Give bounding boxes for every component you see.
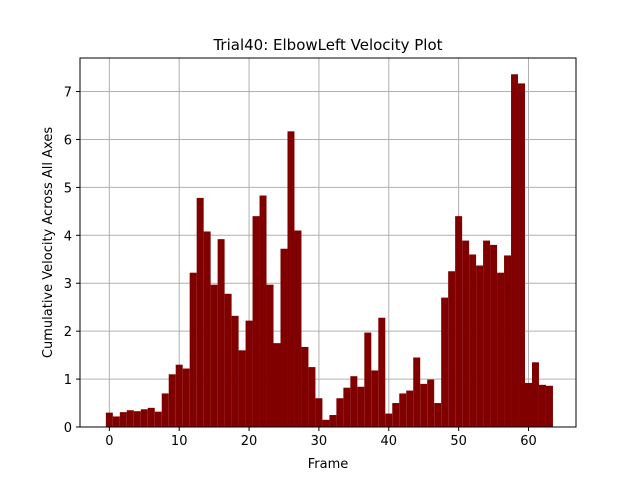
bar-frame-14 xyxy=(203,231,211,427)
y-tick-label-1: 1 xyxy=(64,373,72,388)
bar-frame-49 xyxy=(448,271,456,427)
bar-frame-55 xyxy=(490,244,498,427)
bars-group xyxy=(105,74,553,427)
bar-frame-17 xyxy=(224,293,232,427)
bar-frame-21 xyxy=(252,216,260,427)
plot-frame xyxy=(79,57,577,428)
y-tick-label-4: 4 xyxy=(64,229,72,244)
bar-frame-59 xyxy=(518,83,526,427)
bar-frame-10 xyxy=(175,364,183,427)
bar-frame-30 xyxy=(315,398,323,427)
bar-frame-13 xyxy=(196,197,204,427)
bar-frame-25 xyxy=(280,248,288,427)
bar-frame-15 xyxy=(210,284,218,427)
bar-frame-57 xyxy=(504,255,512,427)
x-axis-ticks: 0 10 20 30 40 50 60 xyxy=(105,427,537,449)
bar-frame-37 xyxy=(364,332,372,427)
bar-frame-4 xyxy=(133,411,141,427)
y-tick-label-0: 0 xyxy=(64,421,72,436)
bar-frame-16 xyxy=(217,239,225,427)
y-axis-ticks: 0 1 2 3 4 5 6 7 xyxy=(64,86,80,436)
bar-frame-38 xyxy=(371,370,379,427)
bar-frame-24 xyxy=(273,343,281,427)
x-tick-label-1: 10 xyxy=(171,434,188,449)
bar-frame-8 xyxy=(161,393,169,427)
bar-frame-46 xyxy=(427,379,435,427)
bar-frame-45 xyxy=(420,383,428,427)
x-tick-label-5: 50 xyxy=(450,434,467,449)
bar-frame-0 xyxy=(105,412,113,427)
bar-frame-32 xyxy=(329,415,337,427)
bar-frame-52 xyxy=(469,254,477,427)
bar-frame-3 xyxy=(126,410,134,427)
bar-frame-53 xyxy=(476,265,484,427)
bar-frame-2 xyxy=(119,412,127,427)
bar-frame-23 xyxy=(266,284,274,427)
bar-frame-58 xyxy=(511,74,519,427)
bar-frame-9 xyxy=(168,374,176,427)
x-tick-label-0: 0 xyxy=(105,434,113,449)
bar-frame-41 xyxy=(392,403,400,427)
bar-frame-12 xyxy=(189,272,197,427)
bar-frame-33 xyxy=(336,398,344,427)
y-tick-label-6: 6 xyxy=(64,133,72,148)
bar-frame-39 xyxy=(378,317,386,427)
bar-frame-22 xyxy=(259,195,267,427)
x-axis-label: Frame xyxy=(308,457,349,472)
chart-title: Trial40: ElbowLeft Velocity Plot xyxy=(212,36,442,54)
y-tick-label-7: 7 xyxy=(64,86,72,101)
bar-frame-47 xyxy=(434,403,442,427)
bar-frame-20 xyxy=(245,320,253,427)
bar-frame-56 xyxy=(497,272,505,427)
bar-frame-36 xyxy=(357,386,365,427)
bar-frame-40 xyxy=(385,413,393,427)
bar-frame-48 xyxy=(441,297,449,427)
bar-frame-7 xyxy=(154,411,162,427)
bar-frame-42 xyxy=(399,393,407,427)
x-tick-label-6: 60 xyxy=(520,434,537,449)
bar-frame-5 xyxy=(140,409,148,427)
bar-frame-31 xyxy=(322,419,330,427)
bar-frame-29 xyxy=(308,367,316,427)
bar-frame-35 xyxy=(350,376,358,427)
y-axis-label: Cumulative Velocity Across All Axes xyxy=(41,127,56,358)
y-tick-label-5: 5 xyxy=(64,181,72,196)
bar-frame-6 xyxy=(147,407,155,427)
bar-frame-19 xyxy=(238,350,246,427)
bar-frame-62 xyxy=(538,384,546,427)
x-tick-label-4: 40 xyxy=(381,434,398,449)
bar-frame-34 xyxy=(343,387,351,427)
x-tick-label-3: 30 xyxy=(311,434,328,449)
bar-frame-61 xyxy=(531,362,539,427)
bar-frame-18 xyxy=(231,315,239,427)
bar-frame-44 xyxy=(413,357,421,427)
bar-frame-50 xyxy=(455,216,463,427)
bar-frame-11 xyxy=(182,368,190,427)
bar-frame-26 xyxy=(287,131,295,427)
bar-frame-63 xyxy=(545,385,553,427)
bar-frame-54 xyxy=(483,240,491,427)
bar-frame-60 xyxy=(525,382,532,427)
y-tick-label-2: 2 xyxy=(64,325,72,340)
bar-frame-51 xyxy=(462,240,470,427)
bar-frame-43 xyxy=(406,390,414,427)
x-tick-label-2: 20 xyxy=(241,434,258,449)
bar-frame-1 xyxy=(112,416,120,427)
y-tick-label-3: 3 xyxy=(64,277,72,292)
bar-frame-28 xyxy=(301,346,309,427)
bar-frame-27 xyxy=(294,230,302,427)
